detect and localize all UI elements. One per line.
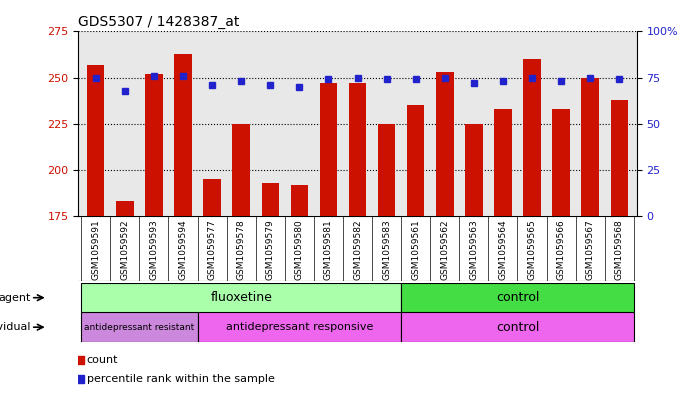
Bar	[465, 124, 483, 216]
Bar	[197, 312, 401, 342]
Text: GSM1059561: GSM1059561	[411, 219, 420, 280]
Bar	[378, 124, 396, 216]
Text: GSM1059579: GSM1059579	[266, 219, 274, 280]
Bar	[291, 185, 308, 216]
Text: count: count	[86, 354, 118, 365]
Text: percentile rank within the sample: percentile rank within the sample	[86, 374, 274, 384]
Text: agent: agent	[0, 293, 31, 303]
Text: GSM1059562: GSM1059562	[441, 219, 449, 280]
Bar	[262, 183, 279, 216]
Text: control: control	[496, 321, 539, 334]
Text: GSM1059580: GSM1059580	[295, 219, 304, 280]
Bar	[611, 100, 628, 216]
Bar	[401, 312, 634, 342]
Text: antidepressant responsive: antidepressant responsive	[225, 322, 373, 332]
Text: GSM1059582: GSM1059582	[353, 219, 362, 280]
Text: fluoxetine: fluoxetine	[210, 291, 272, 304]
Bar	[552, 109, 570, 216]
Bar	[401, 283, 634, 312]
Bar	[349, 83, 366, 216]
Bar	[319, 83, 337, 216]
Text: control: control	[496, 291, 539, 304]
Text: GSM1059581: GSM1059581	[324, 219, 333, 280]
Bar	[174, 53, 192, 216]
Text: GSM1059567: GSM1059567	[586, 219, 595, 280]
Text: GSM1059593: GSM1059593	[149, 219, 159, 280]
Bar	[523, 59, 541, 216]
Bar	[582, 77, 599, 216]
Text: individual: individual	[0, 322, 31, 332]
Text: antidepressant resistant: antidepressant resistant	[84, 323, 195, 332]
Text: GSM1059592: GSM1059592	[121, 219, 129, 280]
Bar	[494, 109, 511, 216]
Bar	[81, 283, 401, 312]
Bar	[145, 74, 163, 216]
Bar	[407, 105, 424, 216]
Text: GSM1059563: GSM1059563	[469, 219, 478, 280]
Text: GSM1059583: GSM1059583	[382, 219, 391, 280]
Bar	[116, 201, 133, 216]
Text: GSM1059591: GSM1059591	[91, 219, 100, 280]
Text: GSM1059568: GSM1059568	[615, 219, 624, 280]
Text: GSM1059594: GSM1059594	[178, 219, 187, 280]
Text: GSM1059565: GSM1059565	[528, 219, 537, 280]
Text: GSM1059564: GSM1059564	[498, 219, 507, 280]
Text: GSM1059578: GSM1059578	[237, 219, 246, 280]
Bar	[87, 65, 104, 216]
Bar	[81, 312, 197, 342]
Text: GDS5307 / 1428387_at: GDS5307 / 1428387_at	[78, 15, 240, 29]
Bar	[232, 124, 250, 216]
Text: GSM1059566: GSM1059566	[556, 219, 566, 280]
Text: GSM1059577: GSM1059577	[208, 219, 217, 280]
Bar	[436, 72, 454, 216]
Bar	[204, 179, 221, 216]
